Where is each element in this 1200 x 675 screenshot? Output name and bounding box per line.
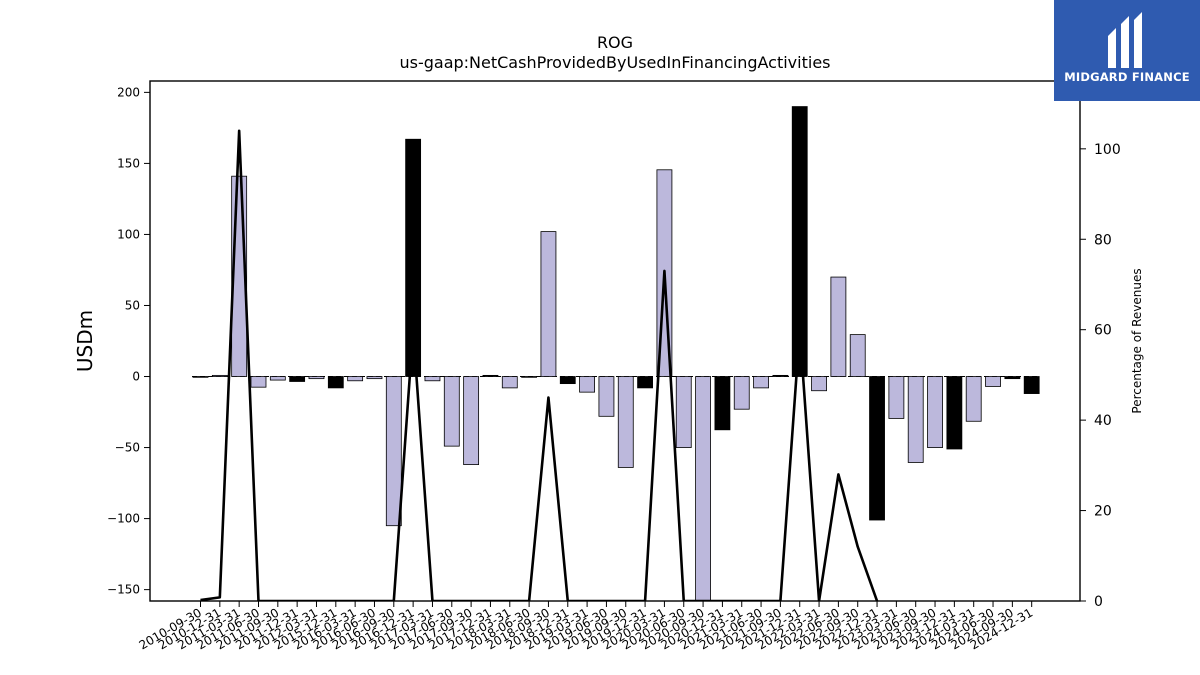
bar [637,376,653,389]
bar [830,276,847,377]
bar [869,376,885,521]
bar [733,376,750,410]
plot-frame [149,80,1081,602]
y2-tick-label: 0 [1094,594,1103,610]
y-tick-label: 200 [117,85,140,99]
y-tick-label: −150 [107,583,140,597]
y-tick-label: 150 [117,156,140,170]
y-tick-label: 100 [117,227,140,241]
bar [695,376,711,601]
chart-subtitle: us-gaap:NetCashProvidedByUsedInFinancing… [399,53,830,72]
y2-tick-label: 80 [1094,232,1112,248]
bar [598,376,615,417]
bar [521,376,538,378]
y2-tick-label: 20 [1094,504,1112,520]
brand-name: MIDGARD FINANCE [1064,70,1190,84]
bar [463,376,480,466]
y-tick-label: 0 [132,370,140,384]
bar [791,106,808,377]
chart-title: ROG [597,33,633,52]
bar [579,376,595,393]
bar [250,376,267,388]
bar [192,376,209,378]
bar [405,138,422,377]
midgard-logo-icon [1108,12,1142,68]
plot-marks [192,106,1040,601]
y2-tick-label: 60 [1094,323,1112,339]
bar [327,376,344,389]
bar [675,376,692,448]
bar [540,231,557,377]
bar [559,376,576,385]
bar [482,374,499,377]
bar [811,376,827,392]
bar [424,376,441,382]
bar [269,376,286,381]
bar [308,376,325,380]
bar [946,376,963,450]
bar [347,376,364,382]
bar [211,374,228,377]
bar [965,376,982,422]
bar [1023,376,1040,394]
bar [753,376,769,389]
bar [501,376,518,389]
bar [888,376,905,419]
y2-tick-label: 40 [1094,413,1112,429]
bar [985,376,1001,387]
y-axis-label: USDm [73,310,97,372]
plot-area: −150−100−500501001502000204060801002010-… [107,80,1121,652]
bar [772,374,789,377]
bar [617,376,634,468]
revenue-percentage-line [200,129,879,601]
y-tick-label: 50 [125,298,140,312]
y2-tick-label: 100 [1094,142,1121,158]
bar [289,376,306,382]
bar [1004,376,1021,380]
bar [907,376,924,463]
bar [366,376,383,380]
bar [385,376,402,527]
bar [714,376,731,431]
bar [443,376,460,447]
y-tick-label: −100 [107,512,140,526]
brand-logo: MIDGARD FINANCE [1054,0,1200,101]
bar [849,334,866,377]
y-tick-label: −50 [115,441,140,455]
y2-axis-label: Percentage of Revenues [1130,268,1144,413]
bar [927,376,943,448]
